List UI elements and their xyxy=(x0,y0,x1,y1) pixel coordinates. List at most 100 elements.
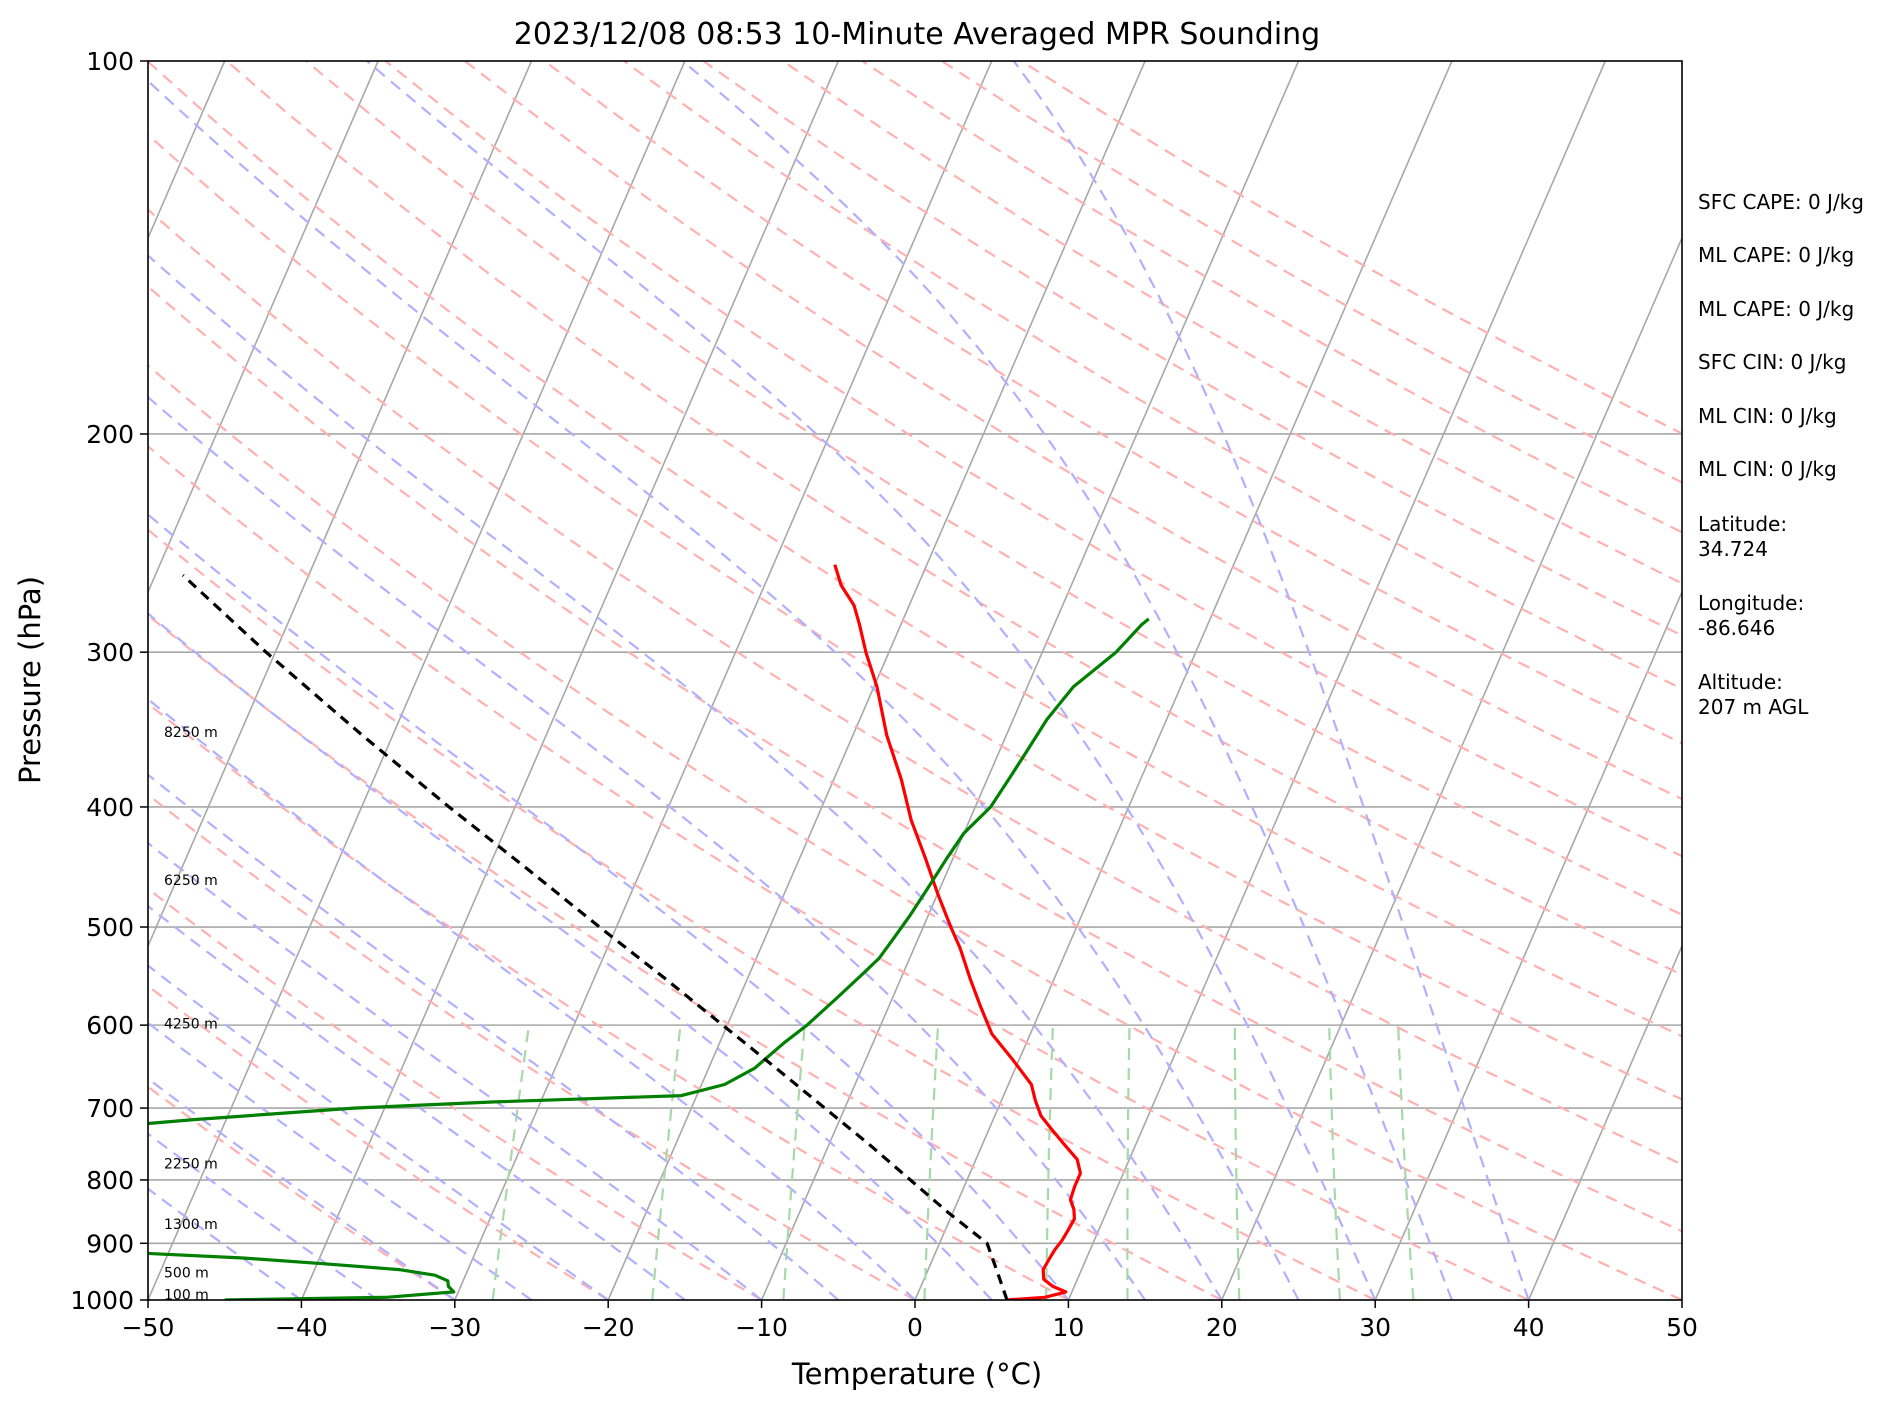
x-tick-label: 20 xyxy=(1206,1313,1238,1342)
x-axis-label: Temperature (°C) xyxy=(791,1357,1042,1391)
annotation-ml-cin: ML CIN: 0 J/kg xyxy=(1698,404,1837,428)
height-label: 100 m xyxy=(164,1288,209,1304)
dry-adiabat xyxy=(782,61,1682,585)
dry-adiabat xyxy=(148,61,1682,1038)
dry-adiabat xyxy=(305,61,1682,916)
moist-adiabat xyxy=(1012,61,1530,1300)
annotation-ml-cape-2: ML CAPE: 0 J/kg xyxy=(1698,297,1855,321)
height-label: 4250 m xyxy=(164,1016,218,1032)
dry-adiabat xyxy=(148,208,1682,1166)
x-tick-label: 10 xyxy=(1052,1313,1084,1342)
annotation-sfc-cape: SFC CAPE: 0 J/kg xyxy=(1698,190,1864,214)
moist-adiabat xyxy=(148,841,763,1300)
dry-adiabat xyxy=(543,61,1682,745)
isotherm xyxy=(454,61,993,1300)
x-tick-label: 50 xyxy=(1666,1313,1698,1342)
x-axis: −50 −40 −30 −20 −10 0 10 20 30 40 50 xyxy=(122,1300,1698,1342)
y-tick-label: 600 xyxy=(86,1011,134,1040)
y-tick-label: 400 xyxy=(86,793,134,822)
moist-adiabat xyxy=(366,61,1377,1300)
y-tick-label: 500 xyxy=(86,913,134,942)
isotherm xyxy=(1527,943,1682,1300)
isotherm xyxy=(607,61,1146,1300)
x-tick-label: −30 xyxy=(428,1313,481,1342)
y-axis-label: Pressure (hPa) xyxy=(13,576,47,784)
y-axis: 1000 900 800 700 600 500 400 300 200 100 xyxy=(70,47,148,1315)
height-labels: 100 m 500 m 1300 m 2250 m 4250 m 6250 m 8250 m xyxy=(164,725,218,1304)
dry-adiabat xyxy=(148,793,916,1300)
temperature-profile-line xyxy=(833,564,1082,1300)
dry-adiabat xyxy=(148,444,1530,1300)
isotherm xyxy=(148,61,379,595)
moist-adiabat xyxy=(681,61,1453,1300)
isotherm xyxy=(1374,589,1682,1300)
moist-adiabat xyxy=(148,395,1146,1300)
isotherm xyxy=(148,61,686,1300)
annotation-altitude: Altitude: 207 m AGL xyxy=(1698,670,1809,719)
moist-adiabat xyxy=(148,964,609,1300)
dry-adiabat xyxy=(148,1085,456,1300)
moist-adiabat xyxy=(148,1021,533,1300)
annotation-ml-cape: ML CAPE: 0 J/kg xyxy=(1698,243,1855,267)
mixing-ratio-line xyxy=(651,1024,682,1300)
moist-adiabat xyxy=(148,612,993,1300)
y-tick-label: 700 xyxy=(86,1094,134,1123)
dry-adiabat xyxy=(148,285,1682,1233)
mixing-ratio-line xyxy=(491,1024,531,1300)
isotherm xyxy=(300,61,840,1300)
x-tick-label: −10 xyxy=(735,1313,788,1342)
moist-adiabat xyxy=(148,1132,379,1300)
moist-adiabat xyxy=(148,1187,303,1300)
isotherm xyxy=(148,61,533,949)
mixing-ratio-line xyxy=(923,1025,940,1300)
background-lines xyxy=(148,61,1682,1300)
mixing-ratio-line xyxy=(1045,1025,1054,1300)
parcel-path-line xyxy=(181,574,1009,1300)
dry-adiabat xyxy=(148,613,1223,1300)
height-label: 1300 m xyxy=(164,1217,218,1233)
mixing-ratio-line xyxy=(1233,1025,1241,1300)
y-tick-label: 300 xyxy=(86,638,134,667)
isotherm xyxy=(760,61,1300,1300)
mixing-ratio-line xyxy=(782,1025,806,1300)
annotation-longitude: Longitude: -86.646 xyxy=(1698,591,1805,640)
dry-adiabat xyxy=(225,61,1682,976)
dry-adiabat xyxy=(148,133,1682,1101)
height-label: 2250 m xyxy=(164,1157,218,1173)
annotation-sfc-cin: SFC CIN: 0 J/kg xyxy=(1698,350,1847,374)
series-layer xyxy=(148,564,1150,1300)
x-tick-label: −40 xyxy=(275,1313,328,1342)
isotherm xyxy=(914,61,1453,1300)
annotation-latitude: Latitude: 34.724 xyxy=(1698,512,1788,561)
x-tick-label: 0 xyxy=(907,1313,923,1342)
y-tick-label: 800 xyxy=(86,1166,134,1195)
y-tick-label: 900 xyxy=(86,1229,134,1258)
y-tick-label: 200 xyxy=(86,420,134,449)
dry-adiabat xyxy=(623,61,1682,691)
dry-adiabat xyxy=(148,984,609,1300)
dry-adiabat xyxy=(148,363,1682,1300)
dry-adiabat xyxy=(148,702,1069,1300)
y-tick-label: 1000 xyxy=(70,1286,134,1315)
moist-adiabat xyxy=(148,697,916,1300)
moist-adiabat xyxy=(148,1077,456,1300)
x-tick-label: −50 xyxy=(122,1313,175,1342)
plot-frame xyxy=(147,60,1683,1301)
mixing-ratio-line xyxy=(1397,1025,1415,1300)
chart-title: 2023/12/08 08:53 10-Minute Averaged MPR … xyxy=(514,17,1320,52)
moist-adiabat xyxy=(148,773,840,1300)
annotation-ml-cin-2: ML CIN: 0 J/kg xyxy=(1698,457,1837,481)
isotherm xyxy=(1221,235,1682,1300)
isotherm xyxy=(1067,61,1607,1300)
x-tick-label: 30 xyxy=(1359,1313,1391,1342)
height-label: 6250 m xyxy=(164,873,218,889)
mixing-ratio-line xyxy=(1126,1025,1131,1300)
moist-adiabat xyxy=(148,513,1070,1300)
dry-adiabat xyxy=(148,528,1376,1300)
moist-adiabat xyxy=(148,79,1300,1300)
moist-adiabat xyxy=(148,254,1223,1300)
x-tick-label: −20 xyxy=(582,1313,635,1342)
x-tick-label: 40 xyxy=(1513,1313,1545,1342)
height-label: 8250 m xyxy=(164,725,218,741)
